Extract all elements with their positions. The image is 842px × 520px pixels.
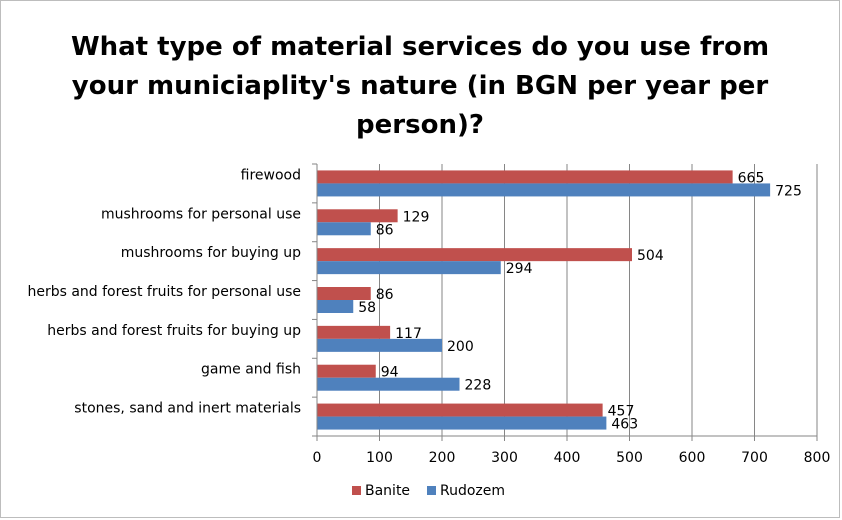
x-tick-label: 600 <box>679 450 706 466</box>
category-label: game and fish <box>201 362 301 378</box>
legend-label: Rudozem <box>440 483 505 499</box>
bar-rudozem <box>317 338 442 352</box>
data-label: 129 <box>403 209 430 225</box>
bar-rudozem <box>317 183 771 197</box>
category-label: stones, sand and inert materials <box>74 401 301 417</box>
x-tick-label: 800 <box>804 450 831 466</box>
data-label: 504 <box>637 248 664 264</box>
data-label: 725 <box>775 183 802 199</box>
bar-banite <box>317 248 632 262</box>
x-tick-label: 100 <box>366 450 393 466</box>
category-label: herbs and forest fruits for buying up <box>47 323 301 339</box>
x-tick-label: 700 <box>741 450 768 466</box>
category-label: mushrooms for buying up <box>121 245 301 261</box>
bar-banite <box>317 325 391 339</box>
legend-label: Banite <box>365 483 410 499</box>
bar-banite <box>317 364 376 378</box>
x-tick-label: 300 <box>491 450 518 466</box>
bar-rudozem <box>317 222 371 236</box>
legend: Banite Rudozem <box>352 483 505 499</box>
data-label: 228 <box>465 378 492 394</box>
bar-banite <box>317 170 733 184</box>
data-label: 86 <box>376 287 394 303</box>
x-tick-label: 500 <box>616 450 643 466</box>
data-label: 457 <box>608 404 635 420</box>
x-tick-label: 200 <box>429 450 456 466</box>
data-label: 200 <box>447 339 474 355</box>
bar-banite <box>317 403 603 417</box>
category-label: firewood <box>241 167 301 183</box>
x-tick-label: 0 <box>313 450 322 466</box>
axes: 0 100 200 300 400 500 600 700 800 firewood mushroo… <box>27 163 831 466</box>
bar-rudozem <box>317 300 354 313</box>
legend-swatch-banite <box>352 486 361 495</box>
data-label: 86 <box>376 222 394 238</box>
legend-swatch-rudozem <box>427 486 436 495</box>
data-label: 665 <box>738 170 765 186</box>
data-label: 463 <box>611 417 638 433</box>
data-label: 294 <box>506 261 533 277</box>
bar-rudozem <box>317 416 607 430</box>
bar-banite <box>317 287 371 300</box>
category-label: mushrooms for personal use <box>101 206 301 222</box>
bar-banite <box>317 209 398 223</box>
x-tick-label: 400 <box>554 450 581 466</box>
data-label: 117 <box>395 326 422 342</box>
data-label: 58 <box>358 300 376 316</box>
category-label: herbs and forest fruits for personal use <box>27 284 301 300</box>
bar-rudozem <box>317 377 460 391</box>
bar-rudozem <box>317 261 501 275</box>
chart-title: What type of material services do you us… <box>70 32 770 140</box>
gridlines <box>379 164 818 436</box>
data-label: 94 <box>381 365 399 381</box>
